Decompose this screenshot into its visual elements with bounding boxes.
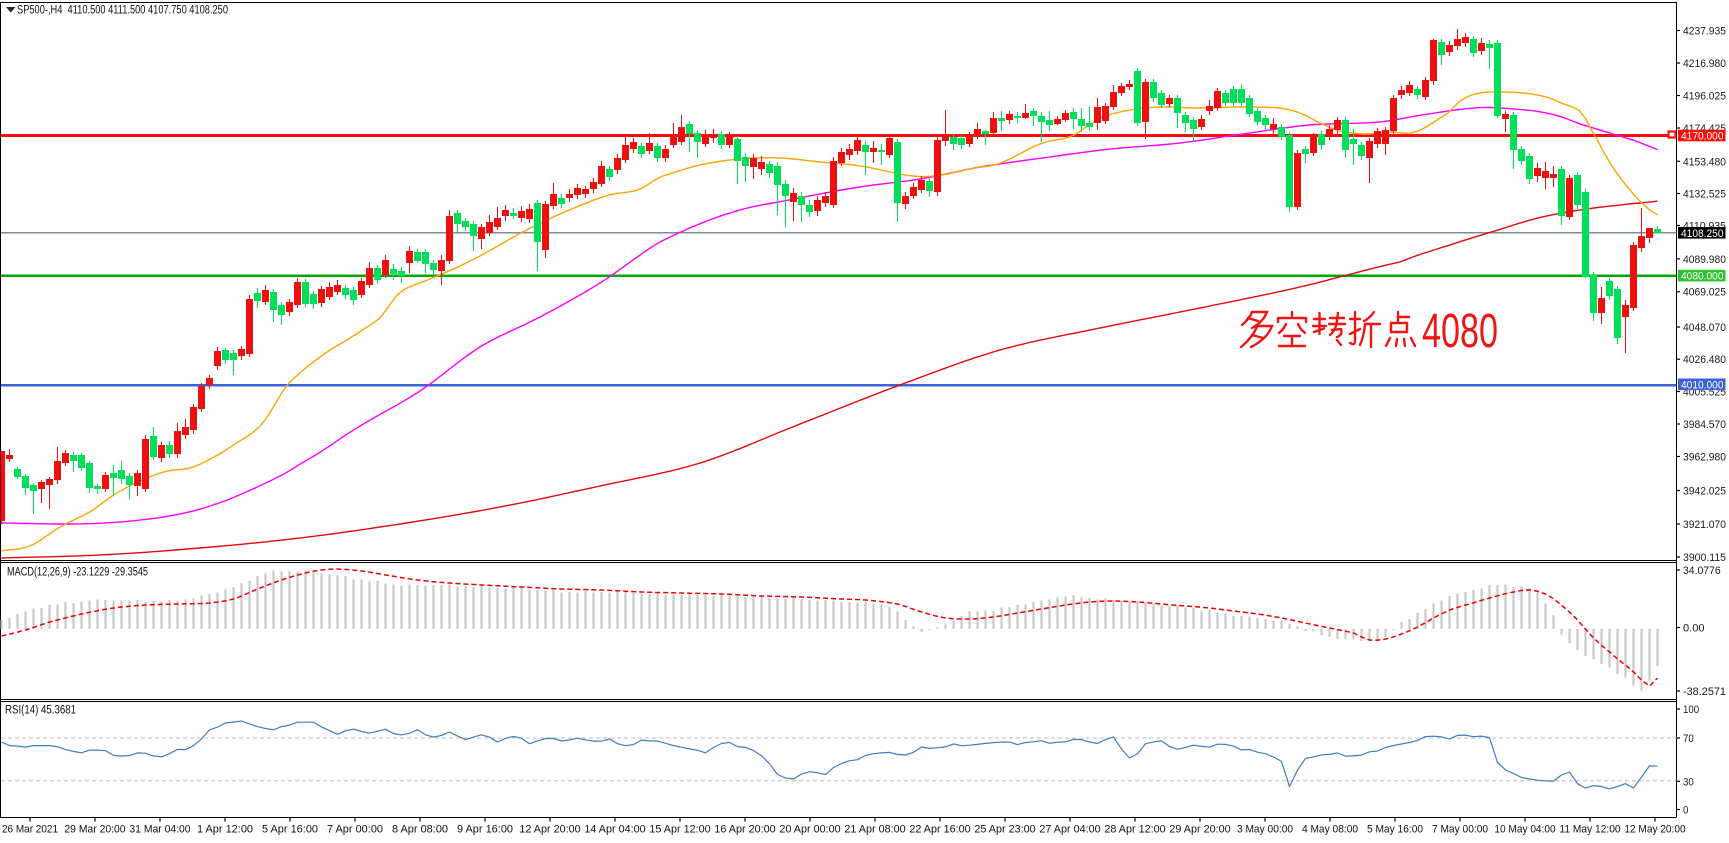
svg-text:4 May 08:00: 4 May 08:00 — [1302, 824, 1358, 836]
svg-text:3 May 00:00: 3 May 00:00 — [1237, 824, 1293, 836]
svg-text:0.00: 0.00 — [1683, 623, 1705, 635]
svg-text:100: 100 — [1683, 704, 1699, 716]
svg-text:27 Apr 04:00: 27 Apr 04:00 — [1039, 824, 1100, 836]
svg-text:MACD(12,26,9) -23.1229 -29.354: MACD(12,26,9) -23.1229 -29.3545 — [7, 567, 148, 579]
svg-text:28 Apr 12:00: 28 Apr 12:00 — [1104, 824, 1165, 836]
svg-text:4069.025: 4069.025 — [1683, 287, 1726, 299]
svg-text:9 Apr 16:00: 9 Apr 16:00 — [457, 824, 513, 836]
svg-text:29 Mar 20:00: 29 Mar 20:00 — [64, 824, 125, 836]
svg-text:12 Apr 20:00: 12 Apr 20:00 — [519, 824, 580, 836]
svg-text:21 Apr 08:00: 21 Apr 08:00 — [844, 824, 905, 836]
svg-text:4080.000: 4080.000 — [1681, 271, 1724, 283]
svg-text:4132.525: 4132.525 — [1683, 189, 1726, 201]
svg-text:7 Apr 00:00: 7 Apr 00:00 — [327, 824, 383, 836]
svg-text:10 May 04:00: 10 May 04:00 — [1494, 824, 1555, 836]
svg-text:25 Apr 23:00: 25 Apr 23:00 — [974, 824, 1035, 836]
svg-text:1 Apr 12:00: 1 Apr 12:00 — [197, 824, 253, 836]
svg-text:3942.025: 3942.025 — [1683, 486, 1726, 498]
svg-text:4216.980: 4216.980 — [1683, 58, 1726, 70]
svg-text:5 May 16:00: 5 May 16:00 — [1367, 824, 1423, 836]
svg-text:5 Apr 16:00: 5 Apr 16:00 — [262, 824, 318, 836]
svg-text:-38.2571: -38.2571 — [1683, 686, 1726, 698]
svg-text:14 Apr 04:00: 14 Apr 04:00 — [584, 824, 645, 836]
svg-text:4048.070: 4048.070 — [1683, 322, 1726, 334]
svg-text:3921.070: 3921.070 — [1683, 519, 1726, 531]
svg-text:22 Apr 16:00: 22 Apr 16:00 — [909, 824, 970, 836]
svg-text:34.0776: 34.0776 — [1683, 565, 1721, 577]
svg-text:16 Apr 20:00: 16 Apr 20:00 — [714, 824, 775, 836]
svg-text:4089.980: 4089.980 — [1683, 254, 1726, 266]
svg-text:SP500-,H4 4110.500 4111.500 4: SP500-,H4 4110.500 4111.500 4107.750 410… — [17, 5, 228, 17]
svg-text:11 May 12:00: 11 May 12:00 — [1559, 824, 1620, 836]
svg-text:4108.250: 4108.250 — [1681, 228, 1724, 240]
svg-text:31 Mar 04:00: 31 Mar 04:00 — [129, 824, 190, 836]
svg-text:4196.025: 4196.025 — [1683, 91, 1726, 103]
svg-text:4010.000: 4010.000 — [1681, 379, 1724, 391]
svg-text:30: 30 — [1683, 776, 1694, 788]
svg-text:0: 0 — [1683, 805, 1688, 817]
svg-text:29 Apr 20:00: 29 Apr 20:00 — [1169, 824, 1230, 836]
svg-text:4237.935: 4237.935 — [1683, 26, 1726, 38]
svg-text:7 May 00:00: 7 May 00:00 — [1432, 824, 1488, 836]
svg-text:8 Apr 08:00: 8 Apr 08:00 — [392, 824, 448, 836]
svg-text:4026.480: 4026.480 — [1683, 354, 1726, 366]
svg-text:20 Apr 00:00: 20 Apr 00:00 — [779, 824, 840, 836]
svg-text:70: 70 — [1683, 733, 1694, 745]
svg-text:4153.480: 4153.480 — [1683, 156, 1726, 168]
svg-text:15 Apr 12:00: 15 Apr 12:00 — [649, 824, 710, 836]
svg-text:3900.115: 3900.115 — [1683, 552, 1726, 564]
svg-text:12 May 20:00: 12 May 20:00 — [1624, 824, 1685, 836]
svg-text:26 Mar 2021: 26 Mar 2021 — [2, 824, 58, 836]
svg-text:RSI(14) 45.3681: RSI(14) 45.3681 — [5, 705, 76, 717]
svg-text:3962.980: 3962.980 — [1683, 452, 1726, 464]
svg-text:3984.570: 3984.570 — [1683, 419, 1726, 431]
svg-text:4080: 4080 — [1422, 305, 1498, 358]
svg-text:4170.000: 4170.000 — [1681, 131, 1724, 143]
